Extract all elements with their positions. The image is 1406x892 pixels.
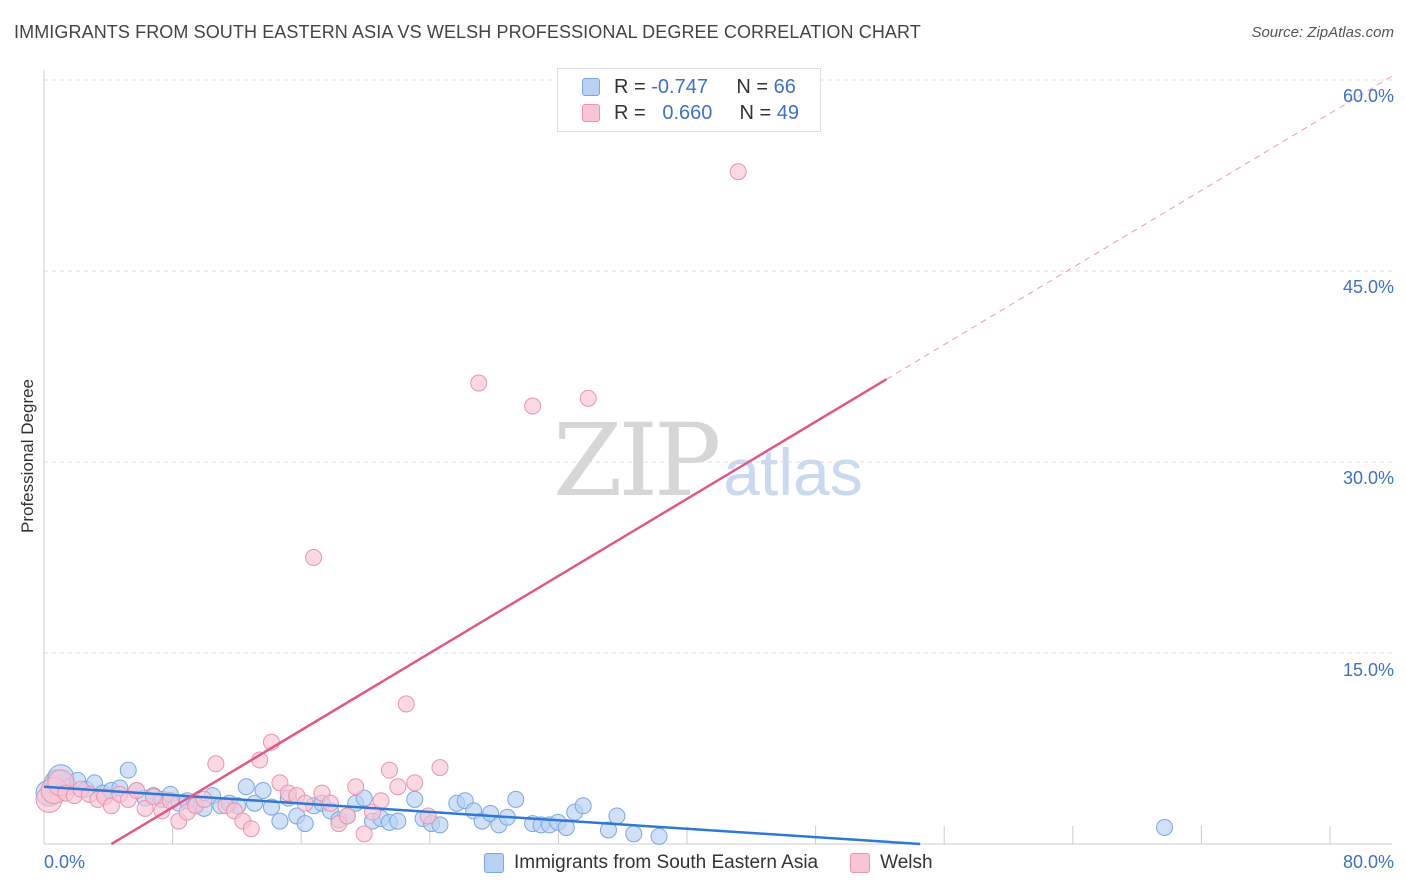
- legend-label: Welsh: [880, 852, 933, 873]
- legend-r-value: 0.660: [662, 101, 713, 124]
- point-immigrants: [625, 825, 643, 843]
- y-tick-label-60: 60.0%: [1342, 86, 1394, 106]
- point-welsh: [136, 799, 154, 817]
- watermark-zip: ZIP: [553, 402, 721, 519]
- point-welsh: [470, 374, 488, 392]
- series-legend: Immigrants from South Eastern Asia Welsh: [484, 852, 965, 874]
- point-immigrants: [557, 818, 575, 836]
- legend-r-value: -0.747: [651, 75, 708, 98]
- y-tick-label-15: 15.0%: [1342, 660, 1394, 680]
- point-welsh: [242, 820, 260, 838]
- legend-r-label: R =: [614, 75, 646, 98]
- point-welsh: [579, 389, 597, 407]
- point-welsh: [128, 782, 146, 800]
- source-credit: Source: ZipAtlas.com: [1251, 24, 1394, 41]
- point-welsh: [729, 163, 747, 181]
- point-immigrants: [599, 821, 617, 839]
- legend-label: Immigrants from South Eastern Asia: [514, 852, 819, 873]
- point-immigrants: [296, 815, 314, 833]
- point-immigrants: [271, 812, 289, 830]
- point-immigrants: [507, 790, 525, 808]
- point-welsh: [347, 778, 365, 796]
- point-immigrants: [482, 804, 500, 822]
- point-welsh: [524, 397, 542, 415]
- legend-n-value: 49: [776, 101, 799, 124]
- point-welsh: [389, 778, 407, 796]
- legend-row-blue: R = -0.747 N = 66: [582, 75, 796, 99]
- blue-swatch: [582, 78, 600, 96]
- point-immigrants: [406, 790, 424, 808]
- legend-r-label: R =: [614, 101, 646, 124]
- pink-swatch: [850, 853, 871, 873]
- point-welsh: [321, 794, 339, 812]
- watermark: ZIPatlas: [553, 402, 863, 519]
- point-welsh: [305, 549, 323, 566]
- y-tick-label-30: 30.0%: [1342, 468, 1394, 488]
- point-welsh: [397, 695, 415, 713]
- point-immigrants: [650, 827, 668, 845]
- point-welsh: [355, 825, 373, 843]
- y-tick-label-45: 45.0%: [1342, 277, 1394, 297]
- trendline-welsh: [110, 378, 888, 846]
- chart-title: IMMIGRANTS FROM SOUTH EASTERN ASIA VS WE…: [14, 22, 921, 42]
- point-immigrants: [1156, 818, 1174, 836]
- blue-swatch: [484, 853, 504, 873]
- point-welsh: [406, 774, 424, 792]
- point-immigrants: [237, 778, 255, 796]
- point-immigrants: [254, 782, 272, 800]
- point-immigrants: [355, 789, 373, 807]
- point-immigrants: [389, 812, 407, 830]
- x-tick-label-min: 0.0%: [44, 852, 86, 872]
- correlation-legend: R = -0.747 N = 66 R = 0.660 N = 49: [557, 68, 821, 132]
- point-immigrants: [574, 797, 592, 815]
- legend-n-label: N =: [736, 75, 769, 98]
- point-immigrants: [119, 761, 137, 779]
- point-welsh: [431, 759, 449, 777]
- point-welsh: [145, 788, 163, 806]
- legend-row-pink: R = 0.660 N = 49: [582, 101, 799, 125]
- watermark-atlas: atlas: [723, 435, 863, 509]
- legend-n-value: 66: [773, 75, 796, 98]
- point-immigrants: [431, 816, 449, 834]
- legend-item-welsh: Welsh: [850, 852, 933, 874]
- point-welsh: [195, 790, 213, 808]
- point-welsh: [207, 755, 225, 773]
- point-immigrants: [608, 807, 626, 825]
- point-welsh: [372, 792, 390, 810]
- point-welsh: [380, 761, 398, 779]
- x-tick-label-max: 80.0%: [1342, 852, 1394, 872]
- legend-item-immigrants: Immigrants from South Eastern Asia: [484, 852, 818, 874]
- legend-n-label: N =: [739, 101, 772, 124]
- point-welsh: [338, 807, 356, 825]
- pink-swatch: [582, 104, 600, 122]
- trendline-welsh-extension: [886, 75, 1393, 380]
- point-welsh: [102, 797, 120, 815]
